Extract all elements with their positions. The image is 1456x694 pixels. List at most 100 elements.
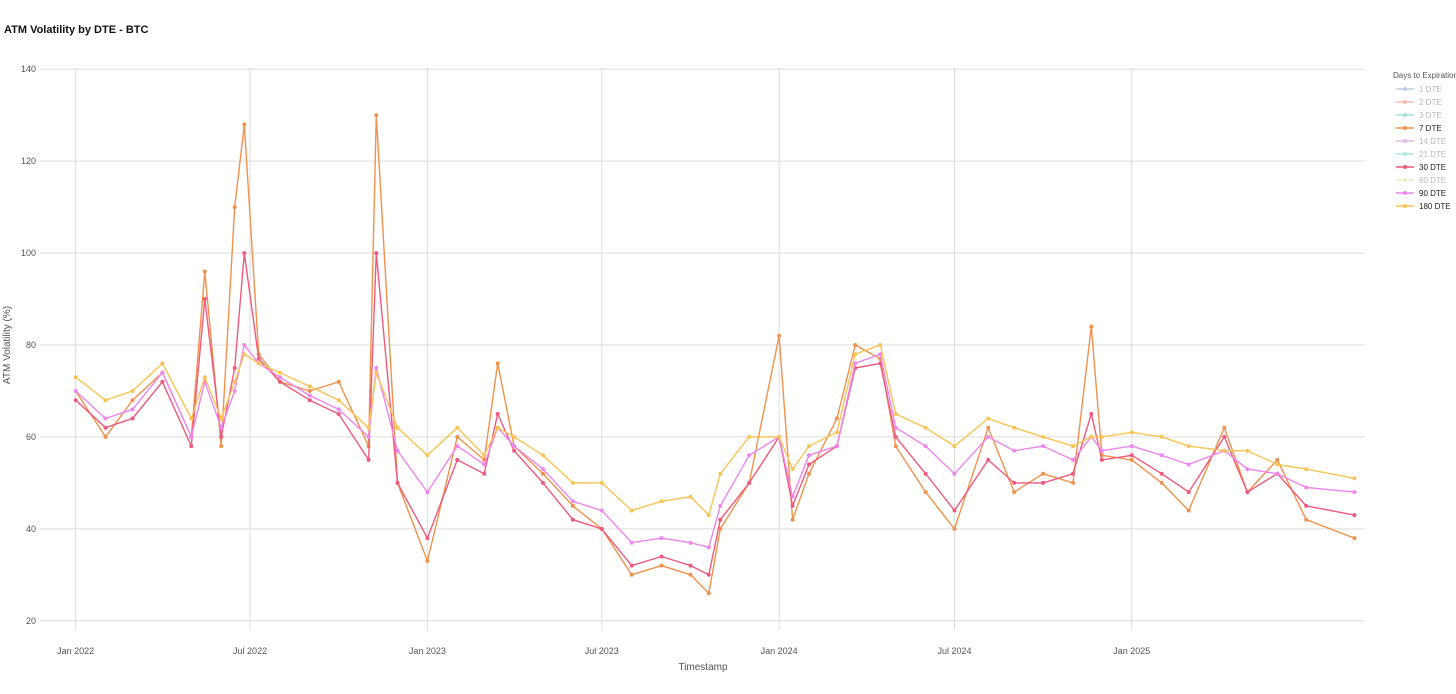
data-point-180-dte [1275, 462, 1280, 467]
legend-marker [1403, 139, 1407, 143]
data-point-7-dte [570, 503, 575, 508]
data-point-90-dte [790, 494, 795, 499]
data-point-90-dte [1012, 448, 1017, 453]
data-point-180-dte [688, 494, 693, 499]
data-point-7-dte [834, 416, 839, 421]
legend-item-2-dte[interactable]: 2 DTE [1396, 98, 1442, 107]
data-point-90-dte [277, 375, 282, 380]
data-point-90-dte [1275, 471, 1280, 476]
data-point-90-dte [629, 540, 634, 545]
data-point-30-dte [878, 361, 883, 366]
data-point-180-dte [425, 453, 430, 458]
data-point-7-dte [1159, 480, 1164, 485]
data-point-7-dte [219, 444, 224, 449]
data-point-7-dte [1186, 508, 1191, 513]
data-point-90-dte [718, 503, 723, 508]
y-axis-title: ATM Volatility (%) [2, 306, 13, 384]
data-point-7-dte [495, 361, 500, 366]
data-point-30-dte [512, 448, 517, 453]
data-point-90-dte [73, 389, 78, 393]
data-point-30-dte [202, 297, 207, 301]
data-point-180-dte [599, 480, 604, 485]
data-point-90-dte [1159, 453, 1164, 458]
data-point-90-dte [336, 407, 341, 412]
legend-item-3-dte[interactable]: 3 DTE [1396, 111, 1442, 120]
legend-marker [1403, 113, 1407, 117]
legend-label: 14 DTE [1419, 137, 1446, 146]
legend-label: 1 DTE [1419, 85, 1442, 94]
data-point-7-dte [374, 113, 379, 118]
data-point-7-dte [807, 471, 811, 476]
data-point-30-dte [790, 503, 795, 508]
legend-title: Days to Expiration [1393, 71, 1456, 80]
data-point-7-dte [232, 205, 237, 210]
data-point-30-dte [73, 398, 78, 403]
data-point-90-dte [366, 434, 371, 439]
data-point-30-dte [242, 251, 247, 256]
data-point-7-dte [777, 333, 782, 338]
data-point-180-dte [202, 375, 207, 380]
data-point-90-dte [425, 490, 430, 495]
data-point-90-dte [307, 393, 312, 398]
series-line-7-dte [75, 114, 1355, 594]
x-tick-label: Jul 2023 [585, 646, 619, 656]
data-point-180-dte [629, 508, 634, 513]
chart-title: ATM Volatility by DTE - BTC [4, 24, 149, 36]
legend-item-1-dte[interactable]: 1 DTE [1396, 85, 1442, 94]
data-point-7-dte [923, 490, 928, 495]
data-point-30-dte [1186, 490, 1191, 495]
data-point-180-dte [1089, 434, 1094, 439]
y-tick-label: 120 [21, 156, 36, 166]
data-point-90-dte [512, 444, 517, 449]
data-point-30-dte [160, 379, 165, 384]
data-point-7-dte [706, 591, 711, 596]
legend-item-21-dte[interactable]: 21 DTE [1396, 150, 1446, 159]
y-tick-label: 100 [21, 248, 36, 258]
data-point-180-dte [256, 361, 261, 366]
data-point-180-dte [807, 444, 811, 449]
legend-marker [1403, 191, 1407, 195]
data-point-30-dte [130, 416, 135, 421]
legend-item-180-dte[interactable]: 180 DTE [1396, 202, 1451, 211]
data-point-7-dte [790, 517, 795, 522]
data-point-180-dte [986, 416, 991, 421]
data-point-30-dte [718, 517, 723, 522]
legend-item-7-dte[interactable]: 7 DTE [1396, 124, 1442, 133]
legend-label: 60 DTE [1419, 176, 1446, 185]
legend-marker [1403, 204, 1407, 208]
x-tick-label: Jan 2023 [409, 646, 446, 656]
data-point-90-dte [160, 370, 165, 375]
data-point-30-dte [256, 356, 261, 361]
data-point-90-dte [1129, 444, 1134, 449]
data-point-180-dte [706, 513, 711, 518]
series-layer [73, 113, 1357, 596]
data-point-180-dte [130, 389, 135, 393]
legend-item-30-dte[interactable]: 30 DTE [1396, 163, 1446, 172]
data-point-180-dte [374, 370, 379, 375]
grid [40, 68, 1365, 630]
data-point-30-dte [189, 444, 194, 449]
data-point-90-dte [1352, 490, 1357, 495]
legend-item-90-dte[interactable]: 90 DTE [1396, 189, 1446, 198]
data-point-90-dte [374, 366, 379, 370]
legend-marker [1403, 100, 1407, 104]
data-point-180-dte [495, 425, 500, 430]
data-point-90-dte [1304, 485, 1309, 490]
series-30-dte [73, 251, 1357, 577]
legend-item-14-dte[interactable]: 14 DTE [1396, 137, 1446, 146]
data-point-7-dte [202, 269, 207, 274]
data-point-180-dte [277, 370, 282, 375]
data-point-180-dte [952, 444, 957, 449]
data-point-90-dte [1041, 444, 1046, 449]
legend-item-60-dte[interactable]: 60 DTE [1396, 176, 1446, 185]
legend-marker [1403, 87, 1407, 91]
data-point-7-dte [952, 526, 957, 531]
data-point-30-dte [1159, 471, 1164, 476]
data-point-30-dte [1222, 434, 1227, 439]
data-point-90-dte [878, 352, 883, 357]
data-point-180-dte [1352, 476, 1357, 481]
legend[interactable]: Days to Expiration 1 DTE 2 DTE 3 DTE 7 DTE 1… [1393, 71, 1456, 211]
data-point-180-dte [1129, 430, 1134, 435]
data-point-180-dte [790, 467, 795, 472]
data-point-180-dte [893, 412, 898, 416]
